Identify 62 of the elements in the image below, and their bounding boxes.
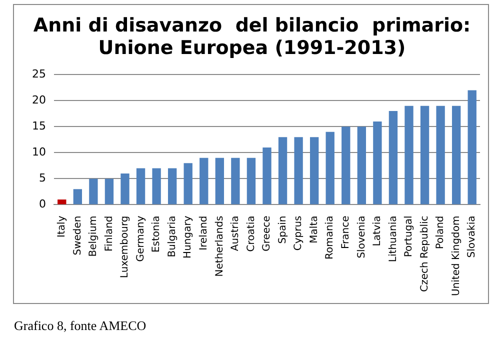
- x-tick-label: Belgium: [88, 216, 100, 257]
- x-tick-label: Greece: [262, 216, 273, 252]
- text: Grafico 8, fonte AMECO: [14, 318, 146, 334]
- x-tick-label: Luxembourg: [120, 216, 131, 278]
- bar: [89, 178, 98, 204]
- x-tick-label: Poland: [435, 216, 446, 250]
- x-tick-label: Romania: [324, 216, 336, 260]
- bar: [120, 174, 130, 204]
- bar: [468, 90, 476, 204]
- bar: [278, 137, 288, 204]
- bar: [373, 121, 382, 204]
- x-tick-label: Lithuania: [388, 216, 399, 262]
- y-tick-label: 25: [32, 67, 46, 80]
- y-tick-label: 0: [38, 198, 46, 211]
- bar: [326, 132, 334, 204]
- x-tick-label: Sweden: [72, 216, 84, 256]
- x-tick-label: Portugal: [404, 216, 415, 258]
- x-tick-label: Cyprus: [293, 216, 304, 251]
- bar: [184, 163, 192, 204]
- bar: [152, 168, 161, 204]
- bar: [404, 106, 414, 204]
- y-tick-label: 5: [38, 172, 46, 185]
- chart-title: Anni di disavanzo del bilancio primario: Unione Europea (1991-2013): [33, 14, 471, 60]
- y-tick-label: 20: [32, 93, 46, 106]
- x-tick-label: Malta: [308, 216, 320, 244]
- y-tick-label: 15: [32, 120, 46, 133]
- bar: [231, 158, 240, 204]
- y-tick-label: 10: [32, 146, 46, 159]
- x-tick-label: Bulgaria: [166, 216, 178, 258]
- x-tick-label: Italy: [56, 216, 68, 238]
- x-tick-label: Austria: [230, 216, 242, 252]
- bar: [58, 200, 66, 204]
- bar: [388, 111, 398, 204]
- bar: [294, 137, 303, 204]
- bar: [357, 126, 366, 204]
- bar: [262, 147, 272, 204]
- x-tick-label: Germany: [135, 216, 146, 262]
- bar: [342, 126, 350, 204]
- bar: [73, 189, 82, 204]
- x-tick-label: Croatia: [246, 216, 257, 252]
- x-tick-label: Czech Republic: [419, 216, 430, 292]
- bar: [436, 106, 445, 204]
- bar: [168, 168, 177, 204]
- bar: [246, 158, 256, 204]
- x-tick-label: France: [340, 216, 352, 249]
- x-tick-label: Slovenia: [356, 216, 368, 258]
- bar: [310, 137, 319, 204]
- bar: [215, 158, 224, 204]
- bar: [200, 158, 208, 204]
- bar: [452, 106, 461, 204]
- x-tick-label: Estonia: [151, 216, 162, 253]
- bar: [420, 106, 430, 204]
- bar: [136, 168, 146, 204]
- bar: [104, 178, 114, 204]
- x-tick-label: Slovakia: [466, 216, 478, 258]
- x-tick-label: Spain: [277, 216, 288, 244]
- x-tick-label: Netherlands: [214, 216, 226, 277]
- x-tick-label: Finland: [104, 216, 115, 252]
- x-tick-label: Latvia: [372, 216, 384, 246]
- x-tick-label: Ireland: [198, 216, 210, 250]
- x-tick-label: Hungary: [182, 216, 194, 258]
- x-tick-label: United Kingdom: [450, 216, 462, 296]
